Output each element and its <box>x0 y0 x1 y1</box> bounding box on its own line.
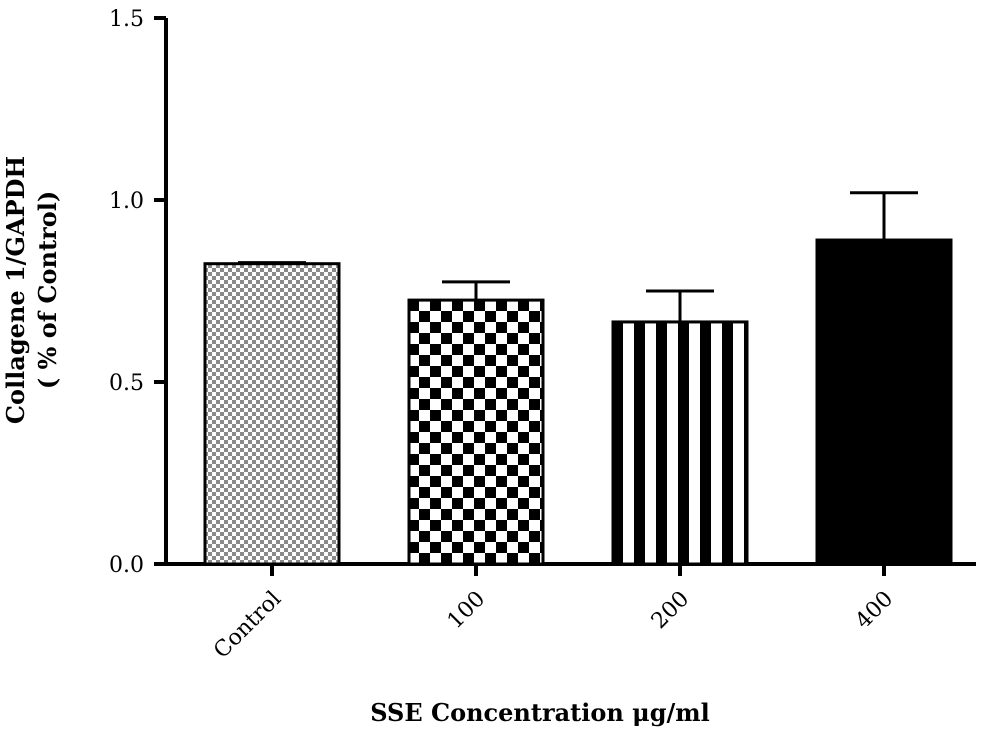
y-tick-label: 0.0 <box>109 553 144 578</box>
error-bars <box>238 191 918 322</box>
bar-400 <box>815 238 953 566</box>
y-axis: 0.0 0.5 1.0 1.5 <box>109 7 168 578</box>
y-axis-title-line-1: Collagene 1/GAPDH <box>1 156 30 424</box>
x-tick-label: 200 <box>647 587 694 634</box>
x-axis-title: SSE Concentration μg/ml <box>370 698 710 727</box>
x-axis: Control 100 200 400 <box>164 562 976 664</box>
bar-100 <box>407 298 545 566</box>
x-tick-label: Control <box>209 587 286 664</box>
y-axis-title-line-2: ( % of Control) <box>33 191 62 389</box>
y-tick-label: 0.5 <box>109 371 144 396</box>
bar-200 <box>611 320 749 566</box>
bars <box>203 238 953 566</box>
y-tick-label: 1.0 <box>109 189 144 214</box>
y-tick-label: 1.5 <box>109 7 144 32</box>
x-tick-label: 100 <box>443 587 490 634</box>
x-tick-label: 400 <box>851 587 898 634</box>
bar-control <box>203 262 341 566</box>
